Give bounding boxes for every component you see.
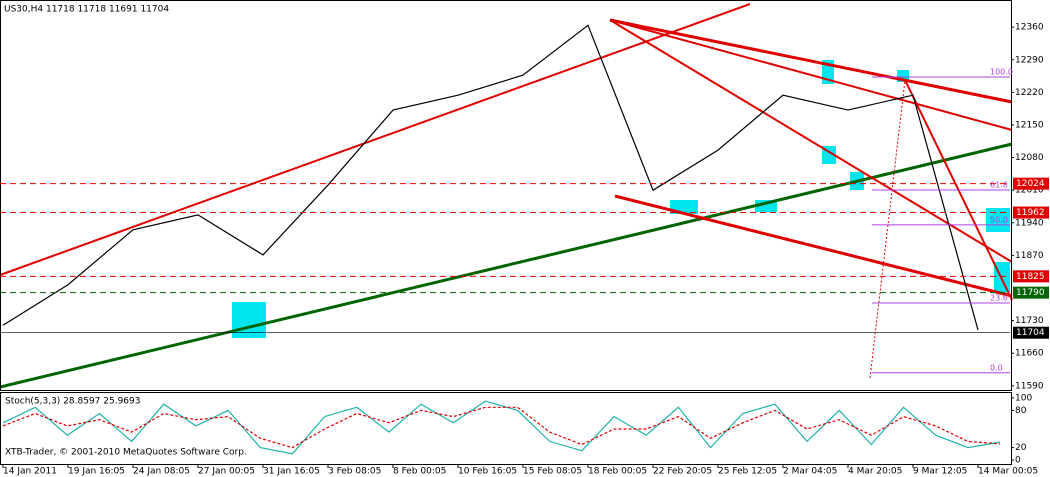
stoch-tick-label: 20 — [1015, 443, 1027, 453]
stoch-panel — [0, 392, 1012, 465]
chart-title: US30,H4 11718 11718 11691 11704 — [4, 5, 169, 15]
fib-label: 61.8 — [990, 180, 1008, 189]
x-tick-label: 3 Feb 08:05 — [328, 467, 381, 477]
y-tick-label: 11730 — [1015, 316, 1044, 326]
y-tick-label: 11590 — [1015, 381, 1044, 391]
x-tick-label: 31 Jan 16:05 — [263, 467, 320, 477]
x-tick-label: 14 Mar 00:05 — [978, 467, 1038, 477]
price-tag-label: 11825 — [1016, 272, 1045, 282]
x-tick-label: 14 Jan 2011 — [3, 467, 57, 477]
highlight-box — [232, 302, 266, 338]
y-tick-label: 12220 — [1015, 88, 1044, 98]
stoch-tick-label: 100 — [1015, 394, 1032, 404]
x-tick-label: 24 Jan 08:05 — [133, 467, 190, 477]
trend-line — [0, 3, 751, 276]
y-tick-label: 12080 — [1015, 153, 1044, 163]
stoch-line — [2, 400, 1001, 455]
stoch-tick-label: 0 — [1015, 456, 1021, 466]
stoch-line — [2, 406, 1001, 449]
fib-label: 50.0 — [990, 215, 1008, 224]
price-tag — [1013, 206, 1049, 219]
x-tick-label: 25 Feb 12:05 — [718, 467, 777, 477]
price-tag — [1013, 270, 1049, 283]
x-tick-label: 8 Feb 00:05 — [393, 467, 446, 477]
trend-line — [609, 19, 1013, 131]
y-tick-label: 12150 — [1015, 120, 1044, 130]
y-tick-label: 11940 — [1015, 218, 1044, 228]
y-tick-label: 12360 — [1015, 23, 1044, 33]
price-tag-label: 12024 — [1016, 179, 1045, 189]
trend-line — [0, 142, 1013, 389]
footer: XTB-Trader, © 2001-2010 MetaQuotes Softw… — [5, 448, 247, 458]
trend-line — [609, 19, 1013, 263]
x-tick-label: 27 Jan 00:05 — [198, 467, 255, 477]
x-tick-label: 9 Mar 12:05 — [913, 467, 967, 477]
highlight-box — [986, 208, 1010, 232]
price-tag-label: 11704 — [1016, 328, 1045, 338]
y-tick-label: 11870 — [1015, 251, 1044, 261]
price-tag — [1013, 286, 1049, 299]
stoch-tick-label: 80 — [1015, 406, 1027, 416]
x-tick-label: 2 Mar 04:05 — [783, 467, 837, 477]
x-tick-label: 10 Feb 16:05 — [458, 467, 517, 477]
indicator-title: Stoch(5,3,3) 28.8597 25.9693 — [5, 397, 140, 407]
fib-label: 23.6 — [990, 293, 1008, 302]
y-tick-label: 11660 — [1015, 349, 1044, 359]
price-tag — [1013, 177, 1049, 190]
y-tick-label: 12010 — [1015, 186, 1044, 196]
fib-label: 100.0 — [990, 67, 1013, 76]
price-tag-label: 11790 — [1016, 288, 1045, 298]
trend-line — [609, 18, 1013, 104]
x-tick-label: 18 Feb 00:05 — [588, 467, 647, 477]
price-tag — [1013, 326, 1049, 339]
x-tick-label: 22 Feb 20:05 — [653, 467, 712, 477]
price-line — [2, 24, 979, 331]
x-tick-label: 15 Feb 08:05 — [523, 467, 582, 477]
x-tick-label: 19 Jan 16:05 — [68, 467, 125, 477]
fib-label: 0.0 — [990, 363, 1003, 372]
price-tag-label: 11962 — [1016, 208, 1045, 218]
main-panel — [0, 0, 1012, 391]
y-tick-label: 12290 — [1015, 55, 1044, 65]
drawings — [0, 3, 1013, 389]
x-tick-label: 4 Mar 20:05 — [848, 467, 902, 477]
